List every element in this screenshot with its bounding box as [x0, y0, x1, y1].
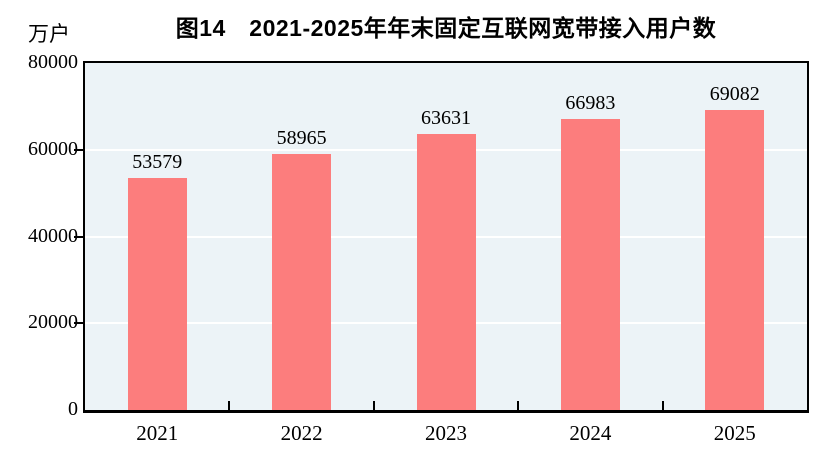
- y-tick-mark: [74, 235, 83, 238]
- x-tick-label: 2023: [425, 421, 467, 445]
- x-tick-mark: [228, 401, 231, 410]
- y-tick-label: 80000: [28, 51, 78, 73]
- x-tick-label: 2024: [569, 421, 612, 445]
- y-tick-label: 0: [68, 398, 78, 420]
- bar: [416, 134, 476, 410]
- chart-title: 图14 2021-2025年年末固定互联网宽带接入用户数: [175, 15, 717, 41]
- bar: [560, 119, 620, 410]
- x-tick-label: 2022: [280, 421, 323, 445]
- bar-value-label: 63631: [421, 107, 471, 129]
- bar: [127, 178, 187, 410]
- bar-value-label: 69082: [709, 83, 760, 105]
- bar-value-label: 53579: [132, 151, 183, 173]
- y-tick-label: 40000: [28, 224, 78, 247]
- y-tick-label: 20000: [28, 311, 78, 334]
- y-tick-mark: [74, 148, 83, 151]
- x-tick-mark: [661, 401, 664, 410]
- bar: [705, 110, 765, 410]
- x-tick-mark: [517, 401, 520, 410]
- y-tick-label: 60000: [28, 137, 78, 160]
- x-tick-label: 2025: [713, 421, 756, 445]
- x-tick-mark: [372, 401, 375, 410]
- y-axis-unit-label: 万户: [28, 22, 70, 46]
- bar-value-label: 58965: [276, 127, 327, 149]
- x-tick-label: 2021: [136, 421, 179, 445]
- bar-value-label: 66983: [565, 92, 616, 114]
- bar: [272, 154, 332, 410]
- plot-area: 53579 58965 63631 66983 69082: [83, 61, 809, 413]
- y-tick-mark: [74, 322, 83, 325]
